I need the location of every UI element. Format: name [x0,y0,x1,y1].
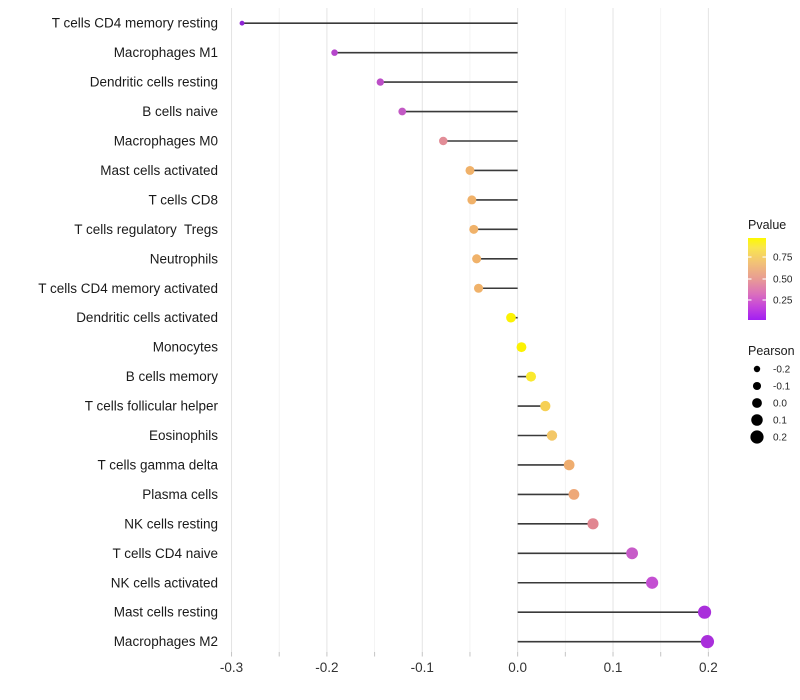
y-axis-label: T cells CD4 memory resting [52,16,218,31]
y-axis-label: NK cells resting [124,516,218,531]
lollipop-dot [698,605,712,619]
lollipop-dot [465,165,475,175]
pearson-size-dot [752,381,762,391]
pvalue-tick-label: 0.75 [773,253,793,264]
pvalue-gradient-bar [748,238,766,320]
lollipop-dot [587,518,599,530]
x-tick-label: 0.1 [604,660,623,675]
lollipop-dot [376,78,384,86]
lollipop-dot [626,547,639,560]
lollipop-dot [568,488,580,500]
x-tick-label: -0.2 [315,660,338,675]
y-axis-label: B cells naive [142,104,218,119]
y-axis-label: Dendritic cells resting [90,75,218,90]
lollipop-dot [239,20,245,26]
y-axis-label: T cells regulatory Tregs [74,222,218,237]
pearson-size-label: -0.1 [773,382,791,393]
x-tick-label: 0.0 [508,660,527,675]
pvalue-legend-title: Pvalue [748,218,786,232]
lollipop-dot [563,459,575,471]
pearson-size-label: 0.0 [773,399,787,410]
y-axis-label: T cells CD4 naive [112,546,218,561]
pearson-legend-title: Pearson [748,344,795,358]
y-axis-label: Mast cells resting [114,605,218,620]
lollipop-dot [516,342,527,353]
y-axis-label: Monocytes [153,340,219,355]
lollipop-dot [506,312,516,323]
y-axis-label: Eosinophils [149,428,218,443]
pvalue-tick-label: 0.25 [773,295,793,306]
pearson-size-label: 0.2 [773,433,787,444]
lollipop-dot [467,195,477,205]
x-tick-label: -0.1 [411,660,434,675]
y-axis-label: T cells gamma delta [97,457,218,472]
pearson-size-dot [752,398,762,408]
lollipop-dot [540,400,551,412]
lollipop-dot [700,635,715,649]
pearson-size-dot [750,430,764,444]
y-axis-label: Macrophages M2 [114,634,218,649]
y-axis-label: T cells CD8 [148,192,218,207]
pearson-size-label: -0.2 [773,365,791,376]
lollipop-dot [473,283,484,293]
y-axis-label: Neutrophils [150,251,219,266]
pearson-size-dot [751,414,763,426]
lollipop-dot [646,576,659,589]
y-axis-label: Dendritic cells activated [76,310,218,325]
y-axis-label: B cells memory [126,369,219,384]
lollipop-dot [525,371,537,382]
x-tick-label: 0.2 [699,660,718,675]
y-axis-label: T cells follicular helper [85,399,219,414]
lollipop-dot [472,254,482,264]
lollipop-dot [331,49,338,56]
pearson-size-dot [753,365,761,373]
y-axis-label: Plasma cells [142,487,218,502]
lollipop-dot [398,107,407,116]
lollipop-dot [469,224,479,234]
lollipop-dot [439,136,448,146]
pvalue-tick-label: 0.50 [773,275,793,286]
pearson-size-label: 0.1 [773,416,787,427]
y-axis-label: Mast cells activated [100,163,218,178]
y-axis-label: Macrophages M1 [114,45,218,60]
y-axis-label: Macrophages M0 [114,134,218,149]
lollipop-dot [546,430,558,441]
y-axis-label: T cells CD4 memory activated [38,281,218,296]
x-tick-label: -0.3 [220,660,243,675]
y-axis-label: NK cells activated [111,575,218,590]
